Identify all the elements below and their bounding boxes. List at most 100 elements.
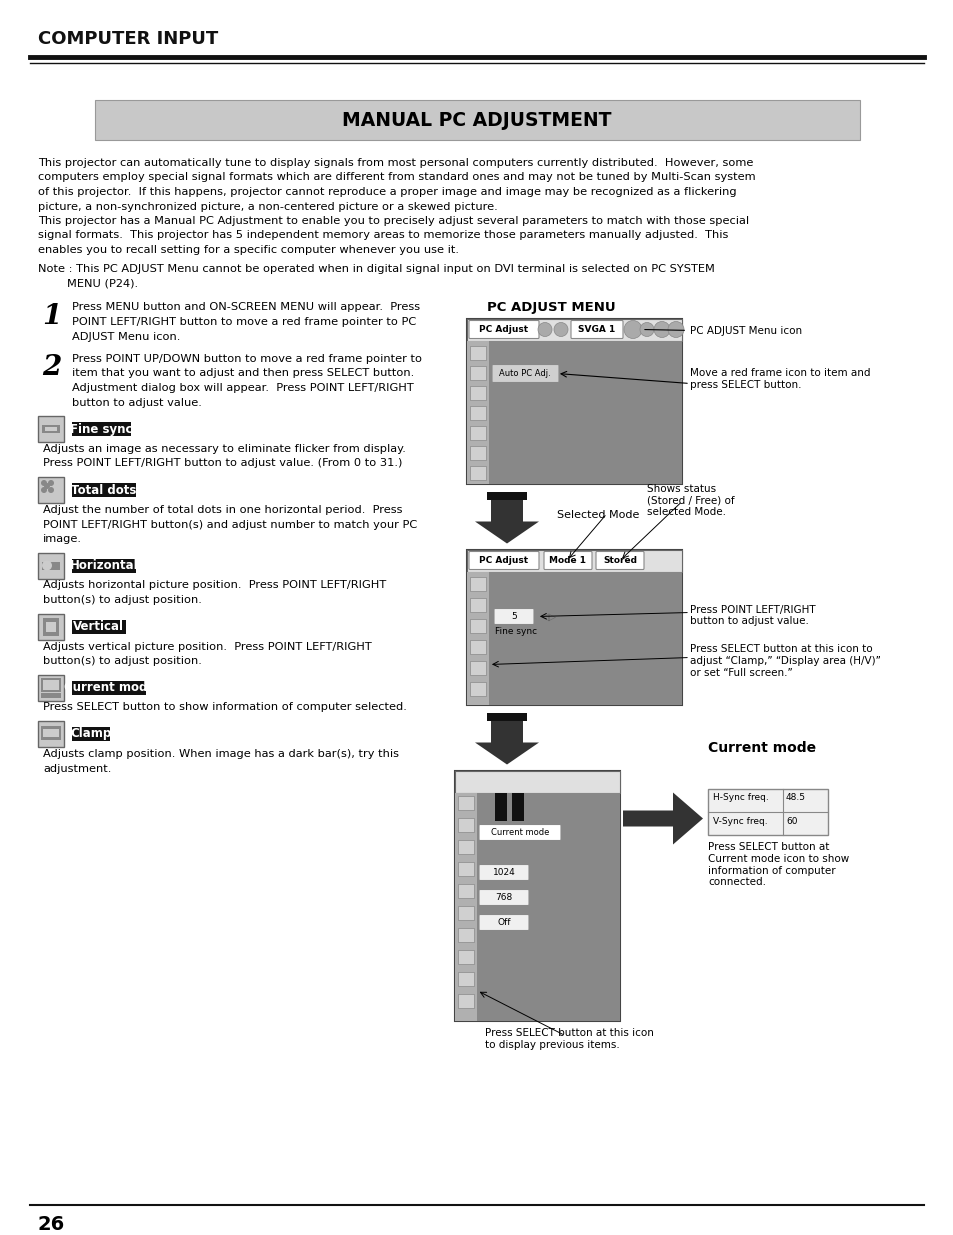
- Text: Press SELECT button to show information of computer selected.: Press SELECT button to show information …: [43, 703, 406, 713]
- Bar: [71, 680, 146, 694]
- FancyBboxPatch shape: [478, 914, 529, 930]
- Circle shape: [42, 561, 52, 571]
- FancyBboxPatch shape: [492, 364, 558, 383]
- Bar: [489, 572, 681, 704]
- Text: picture, a non-synchronized picture, a non-centered picture or a skewed picture.: picture, a non-synchronized picture, a n…: [38, 201, 497, 211]
- Text: Current mode: Current mode: [490, 827, 549, 837]
- Bar: [470, 577, 485, 590]
- Text: POINT LEFT/RIGHT button(s) and adjust number to match your PC: POINT LEFT/RIGHT button(s) and adjust nu…: [43, 520, 416, 530]
- Text: SVGA 1: SVGA 1: [578, 325, 615, 333]
- FancyBboxPatch shape: [543, 552, 592, 569]
- Text: 48.5: 48.5: [785, 794, 805, 803]
- Bar: [707, 788, 827, 835]
- Text: Shows status
(Stored / Free) of
selected Mode.: Shows status (Stored / Free) of selected…: [646, 483, 734, 516]
- FancyBboxPatch shape: [478, 825, 560, 841]
- Text: Adjustment dialog box will appear.  Press POINT LEFT/RIGHT: Adjustment dialog box will appear. Press…: [71, 383, 414, 393]
- Text: Adjusts vertical picture position.  Press POINT LEFT/RIGHT: Adjusts vertical picture position. Press…: [43, 641, 372, 652]
- Text: enables you to recall setting for a specific computer whenever you use it.: enables you to recall setting for a spec…: [38, 245, 458, 254]
- Bar: [42, 425, 60, 433]
- Bar: [495, 793, 506, 820]
- Bar: [467, 319, 681, 341]
- Text: MANUAL PC ADJUSTMENT: MANUAL PC ADJUSTMENT: [342, 110, 611, 130]
- Bar: [457, 950, 474, 963]
- Bar: [46, 621, 56, 631]
- Bar: [38, 614, 64, 640]
- Bar: [455, 793, 476, 1020]
- Text: Adjusts an image as necessary to eliminate flicker from display.: Adjusts an image as necessary to elimina…: [43, 445, 405, 454]
- Bar: [457, 840, 474, 853]
- Text: Total dots: Total dots: [71, 483, 136, 496]
- Bar: [467, 572, 489, 704]
- Bar: [489, 341, 681, 483]
- Text: Auto PC Adj.: Auto PC Adj.: [498, 369, 550, 378]
- Text: ◁▷: ◁▷: [533, 867, 547, 878]
- Text: ◁▷: ◁▷: [533, 893, 547, 903]
- Circle shape: [41, 487, 47, 493]
- Bar: [95, 100, 859, 140]
- Bar: [457, 795, 474, 809]
- Text: Clamp: Clamp: [71, 727, 112, 741]
- Polygon shape: [622, 793, 702, 845]
- FancyBboxPatch shape: [469, 552, 538, 569]
- Bar: [491, 720, 522, 742]
- Circle shape: [48, 487, 54, 493]
- Text: Press POINT UP/DOWN button to move a red frame pointer to: Press POINT UP/DOWN button to move a red…: [71, 354, 421, 364]
- Text: image.: image.: [43, 534, 82, 543]
- Text: item that you want to adjust and then press SELECT button.: item that you want to adjust and then pr…: [71, 368, 414, 378]
- Bar: [470, 682, 485, 695]
- FancyBboxPatch shape: [596, 552, 643, 569]
- Bar: [71, 727, 110, 741]
- Bar: [43, 729, 59, 737]
- FancyBboxPatch shape: [494, 609, 534, 625]
- Text: ADJUST Menu icon.: ADJUST Menu icon.: [71, 331, 180, 342]
- Text: Note : This PC ADJUST Menu cannot be operated when in digital signal input on DV: Note : This PC ADJUST Menu cannot be ope…: [38, 263, 714, 273]
- Bar: [457, 818, 474, 831]
- Bar: [457, 883, 474, 898]
- Text: Press POINT LEFT/RIGHT
button to adjust value.: Press POINT LEFT/RIGHT button to adjust …: [689, 604, 815, 626]
- Text: Selected Mode: Selected Mode: [557, 510, 639, 520]
- Text: Press SELECT button at this icon to
adjust “Clamp,” “Display area (H/V)”
or set : Press SELECT button at this icon to adju…: [689, 645, 880, 678]
- Text: Mode 1: Mode 1: [549, 556, 586, 564]
- Bar: [43, 618, 59, 636]
- Text: Adjust the number of total dots in one horizontal period.  Press: Adjust the number of total dots in one h…: [43, 505, 402, 515]
- Text: 5: 5: [511, 613, 517, 621]
- Bar: [457, 862, 474, 876]
- Text: POINT LEFT/RIGHT button to move a red frame pointer to PC: POINT LEFT/RIGHT button to move a red fr…: [71, 317, 416, 327]
- Bar: [491, 499, 522, 521]
- Text: This projector can automatically tune to display signals from most personal comp: This projector can automatically tune to…: [38, 158, 753, 168]
- Bar: [470, 598, 485, 611]
- Text: Fine sync: Fine sync: [71, 422, 132, 436]
- Text: button to adjust value.: button to adjust value.: [71, 398, 202, 408]
- Text: PC Adjust: PC Adjust: [479, 325, 528, 333]
- Text: 2: 2: [42, 354, 61, 382]
- Circle shape: [667, 321, 683, 337]
- Circle shape: [537, 322, 552, 336]
- Text: Off: Off: [497, 918, 510, 927]
- Text: 26: 26: [38, 1215, 65, 1234]
- Bar: [43, 679, 59, 689]
- FancyBboxPatch shape: [469, 321, 538, 338]
- FancyBboxPatch shape: [571, 321, 622, 338]
- Circle shape: [48, 480, 54, 487]
- Text: Current mode: Current mode: [707, 741, 815, 755]
- Text: Move a red frame icon to item and
press SELECT button.: Move a red frame icon to item and press …: [689, 368, 869, 390]
- Bar: [486, 492, 526, 499]
- Bar: [467, 550, 681, 704]
- Bar: [71, 422, 131, 436]
- Circle shape: [639, 322, 654, 336]
- Text: 1024: 1024: [492, 868, 515, 877]
- Polygon shape: [475, 742, 538, 764]
- Text: computers employ special signal formats which are different from standard ones a: computers employ special signal formats …: [38, 173, 755, 183]
- Bar: [38, 721, 64, 747]
- Text: 768: 768: [495, 893, 512, 902]
- Text: PC ADJUST Menu icon: PC ADJUST Menu icon: [644, 326, 801, 336]
- Bar: [470, 366, 485, 379]
- Bar: [470, 405, 485, 420]
- Circle shape: [44, 483, 50, 489]
- Polygon shape: [475, 521, 538, 543]
- FancyBboxPatch shape: [478, 864, 529, 881]
- Bar: [71, 483, 136, 496]
- Bar: [467, 550, 681, 572]
- Bar: [41, 726, 61, 740]
- FancyBboxPatch shape: [478, 889, 529, 905]
